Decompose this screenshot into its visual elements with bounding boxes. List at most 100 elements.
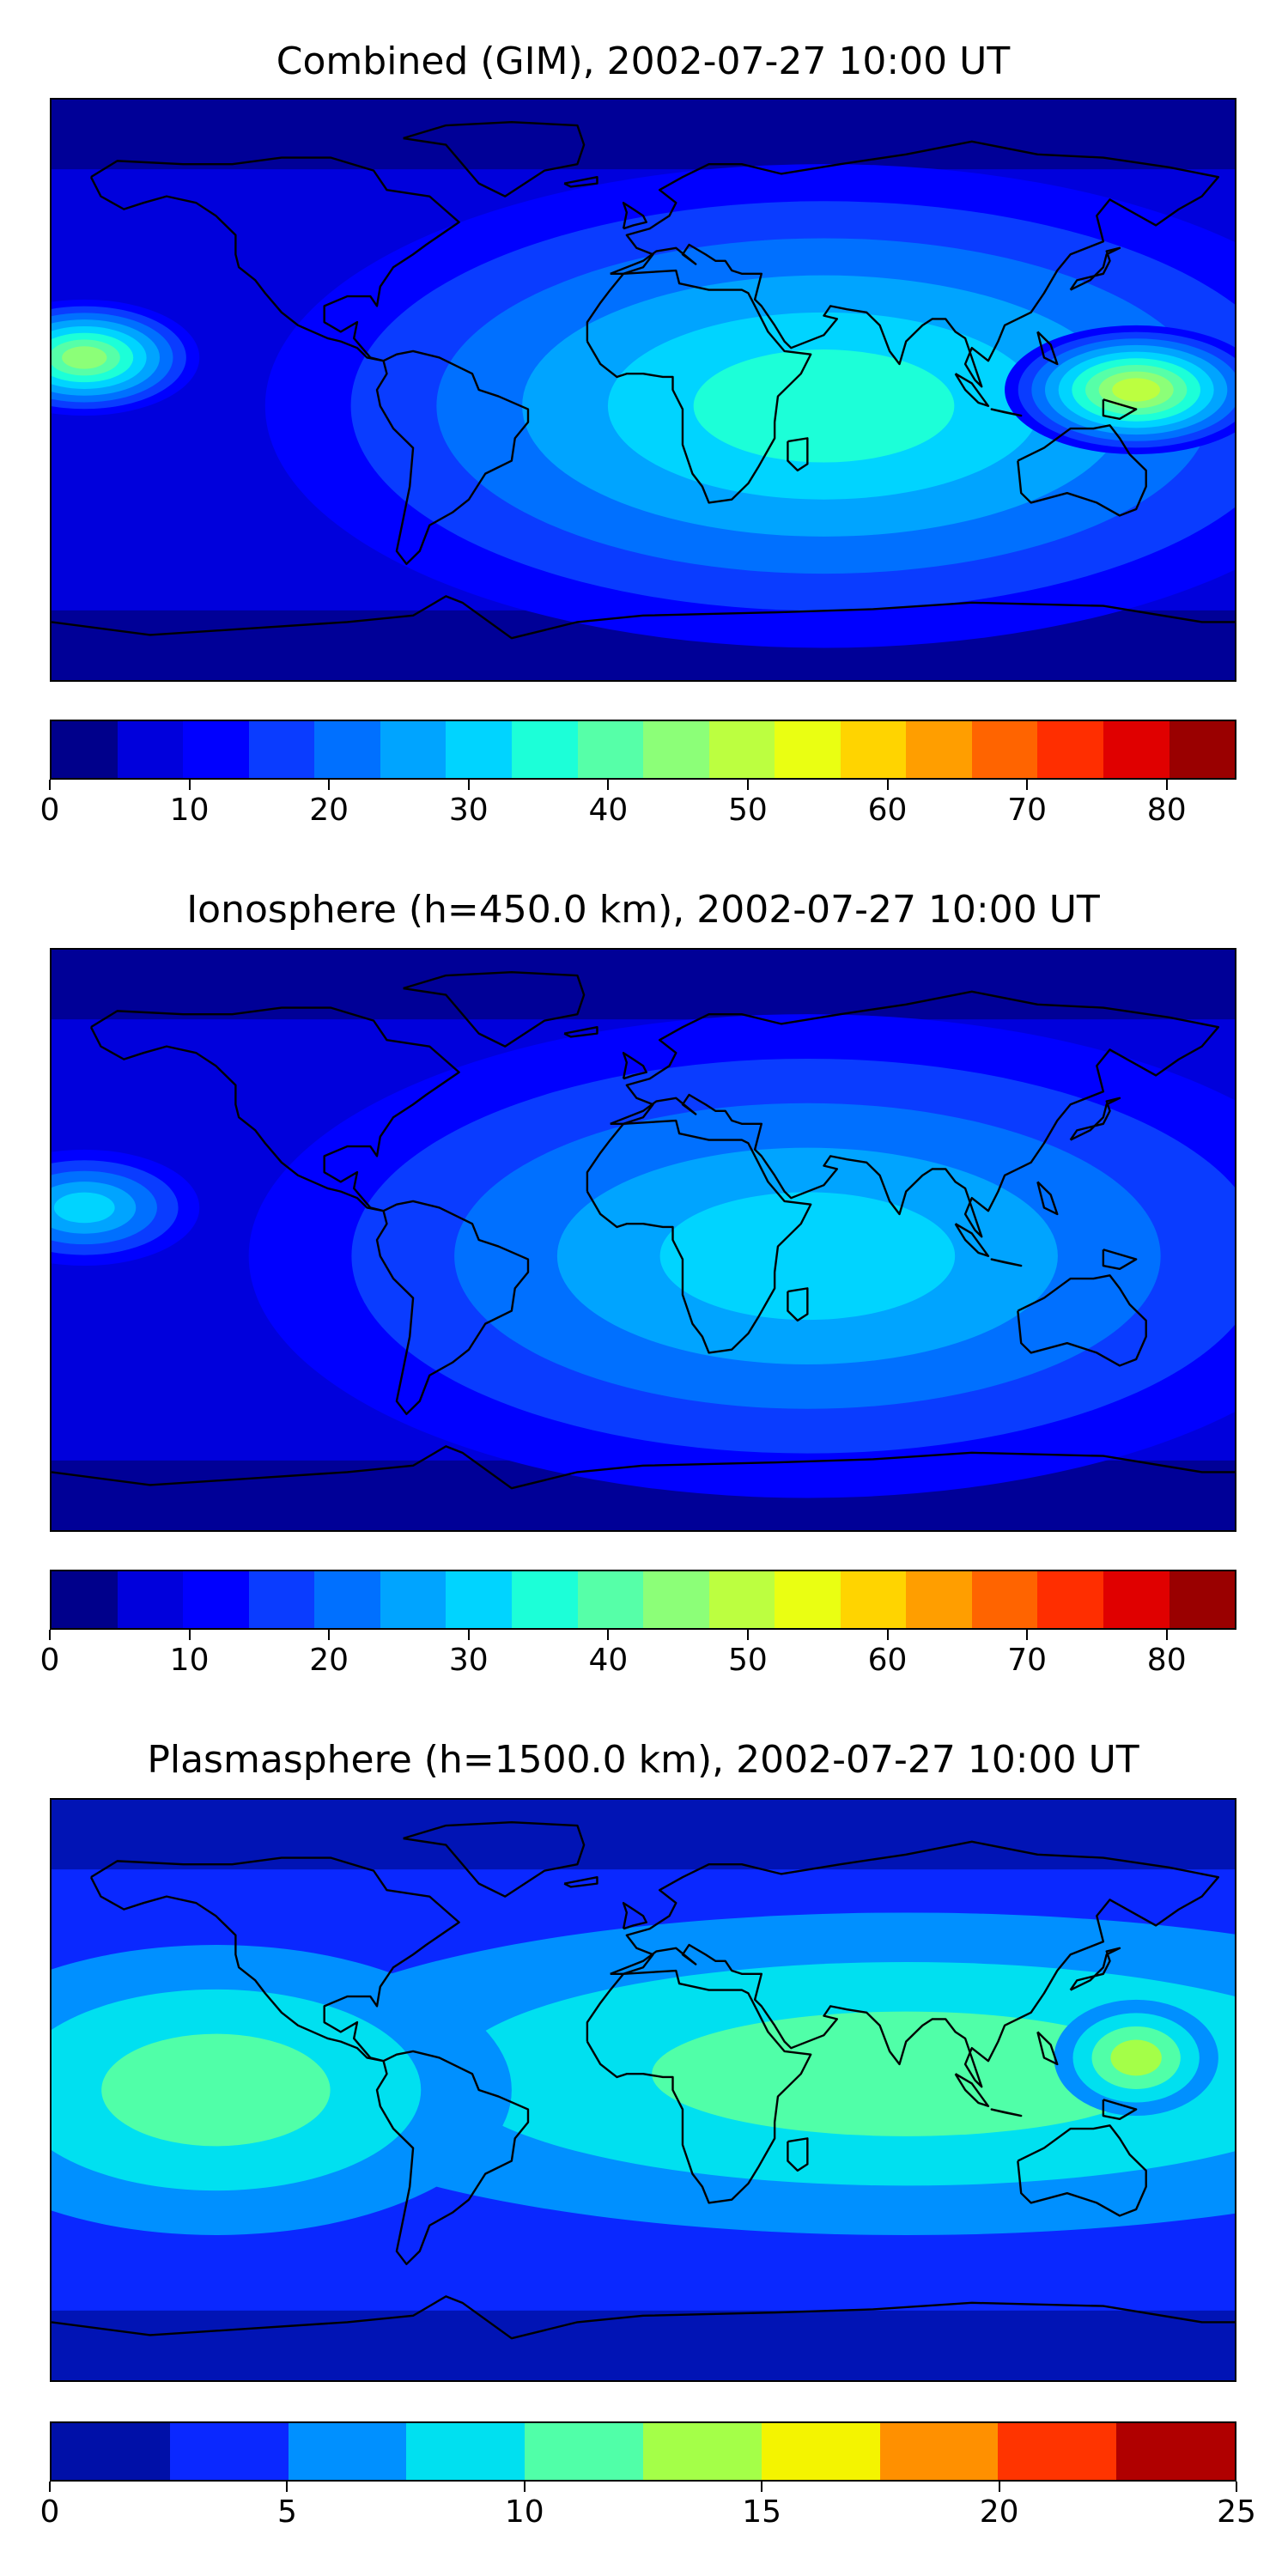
- coastline: [403, 1821, 586, 1898]
- colorbar-segment: [840, 721, 907, 778]
- map-svg-plasmasphere: [52, 1800, 1235, 2380]
- contour-band: [652, 2011, 1161, 2136]
- tick-mark: [1236, 2482, 1237, 2492]
- polar-band-north: [52, 1800, 1235, 1870]
- coastline: [954, 1223, 990, 1257]
- coastline: [1017, 1274, 1147, 1367]
- tick-label: 70: [1007, 793, 1048, 828]
- colorbar-ticks-plasmasphere: 0 5 10 15 20 25: [40, 2482, 1256, 2530]
- coastline: [622, 1051, 647, 1080]
- map-ionosphere: [50, 948, 1236, 1532]
- coastline: [403, 971, 586, 1048]
- colorbar-segment: [775, 1571, 841, 1628]
- tick-label: 20: [979, 2494, 1019, 2530]
- tick-mark: [1165, 1630, 1168, 1640]
- coastline: [375, 2050, 530, 2265]
- tick-mark: [1026, 780, 1029, 790]
- tick-label: 15: [742, 2494, 782, 2530]
- colorbar-segment: [446, 721, 512, 778]
- coastline: [89, 1856, 460, 2063]
- coastline: [586, 1119, 812, 1354]
- tick-mark: [998, 2482, 1000, 2492]
- tick-mark: [49, 2482, 51, 2492]
- panel-title-ionosphere: Ionosphere (h=450.0 km), 2002-07-27 10:0…: [186, 888, 1100, 932]
- colorbar-segment: [511, 721, 578, 778]
- tick-label: 80: [1146, 1643, 1187, 1678]
- coastline: [586, 1969, 812, 2204]
- contour-band: [101, 2033, 331, 2147]
- coastline: [1069, 246, 1121, 291]
- colorbar-segment: [288, 2423, 407, 2480]
- tick-label: 50: [728, 793, 768, 828]
- colorbar-segment: [525, 2423, 643, 2480]
- tick-mark: [746, 780, 749, 790]
- tick-label: 70: [1007, 1643, 1048, 1678]
- coastline: [1102, 2099, 1138, 2120]
- coastline: [990, 1258, 1023, 1267]
- map-svg-ionosphere: [52, 950, 1235, 1530]
- tick-label: 60: [867, 1643, 908, 1678]
- tick-mark: [328, 1630, 331, 1640]
- colorbar-segment: [1103, 721, 1170, 778]
- tick-label: 20: [309, 1643, 349, 1678]
- colorbar-segment: [248, 1571, 315, 1628]
- polar-band-north: [52, 950, 1235, 1020]
- tick-label: 30: [448, 793, 489, 828]
- colorbar-segment: [906, 1571, 972, 1628]
- colorbar-segment: [1037, 721, 1103, 778]
- colorbar-segment: [511, 1571, 578, 1628]
- panel-title-combined: Combined (GIM), 2002-07-27 10:00 UT: [276, 39, 1011, 83]
- coastline: [52, 595, 1235, 640]
- colorbar-segment: [169, 2423, 289, 2480]
- coastline: [622, 1901, 647, 1930]
- map-combined: [50, 98, 1236, 682]
- tick-mark: [761, 2482, 763, 2492]
- contour-band: [659, 1192, 956, 1321]
- colorbar-segment: [775, 721, 841, 778]
- tick-label: 20: [309, 793, 349, 828]
- coastline: [954, 2073, 990, 2107]
- contour-band: [53, 1192, 115, 1224]
- colorbar-segment: [1116, 2423, 1235, 2480]
- coastline: [1036, 2031, 1059, 2066]
- colorbar-plasmasphere: [50, 2421, 1236, 2482]
- colorbar-segment: [52, 1571, 118, 1628]
- colorbar-combined: [50, 720, 1236, 780]
- colorbar-segment: [248, 721, 315, 778]
- coastline: [1102, 1249, 1138, 1270]
- tick-label: 30: [448, 1643, 489, 1678]
- coastline: [563, 1025, 598, 1038]
- colorbar-segment: [406, 2423, 526, 2480]
- coastline: [622, 201, 647, 230]
- coastline: [787, 2137, 809, 2172]
- tick-mark: [49, 780, 51, 790]
- tick-mark: [188, 780, 191, 790]
- tick-mark: [467, 780, 470, 790]
- coastline: [990, 2108, 1023, 2117]
- coastline: [954, 373, 990, 407]
- coastline: [1036, 331, 1059, 366]
- contour-band: [693, 349, 955, 463]
- tick-mark: [1026, 1630, 1029, 1640]
- tick-label: 25: [1217, 2494, 1256, 2530]
- coastline: [89, 1006, 460, 1212]
- tick-mark: [523, 2482, 526, 2492]
- coastline: [403, 121, 586, 197]
- coastline: [1069, 1097, 1121, 1141]
- coastline: [610, 1840, 1220, 2088]
- coastline: [1036, 1181, 1059, 1216]
- tick-label: 80: [1146, 793, 1187, 828]
- colorbar-segment: [1169, 721, 1236, 778]
- tick-label: 0: [39, 2494, 60, 2530]
- tick-mark: [286, 2482, 289, 2492]
- coastline: [52, 2295, 1235, 2340]
- colorbar-segment: [708, 721, 775, 778]
- coastline: [1017, 424, 1147, 517]
- coastline: [1102, 398, 1138, 420]
- coastline: [52, 1445, 1235, 1490]
- colorbar-segment: [642, 2423, 762, 2480]
- tick-label: 0: [39, 793, 60, 828]
- tick-label: 0: [39, 1643, 60, 1678]
- tick-mark: [607, 780, 610, 790]
- tick-label: 10: [169, 1643, 210, 1678]
